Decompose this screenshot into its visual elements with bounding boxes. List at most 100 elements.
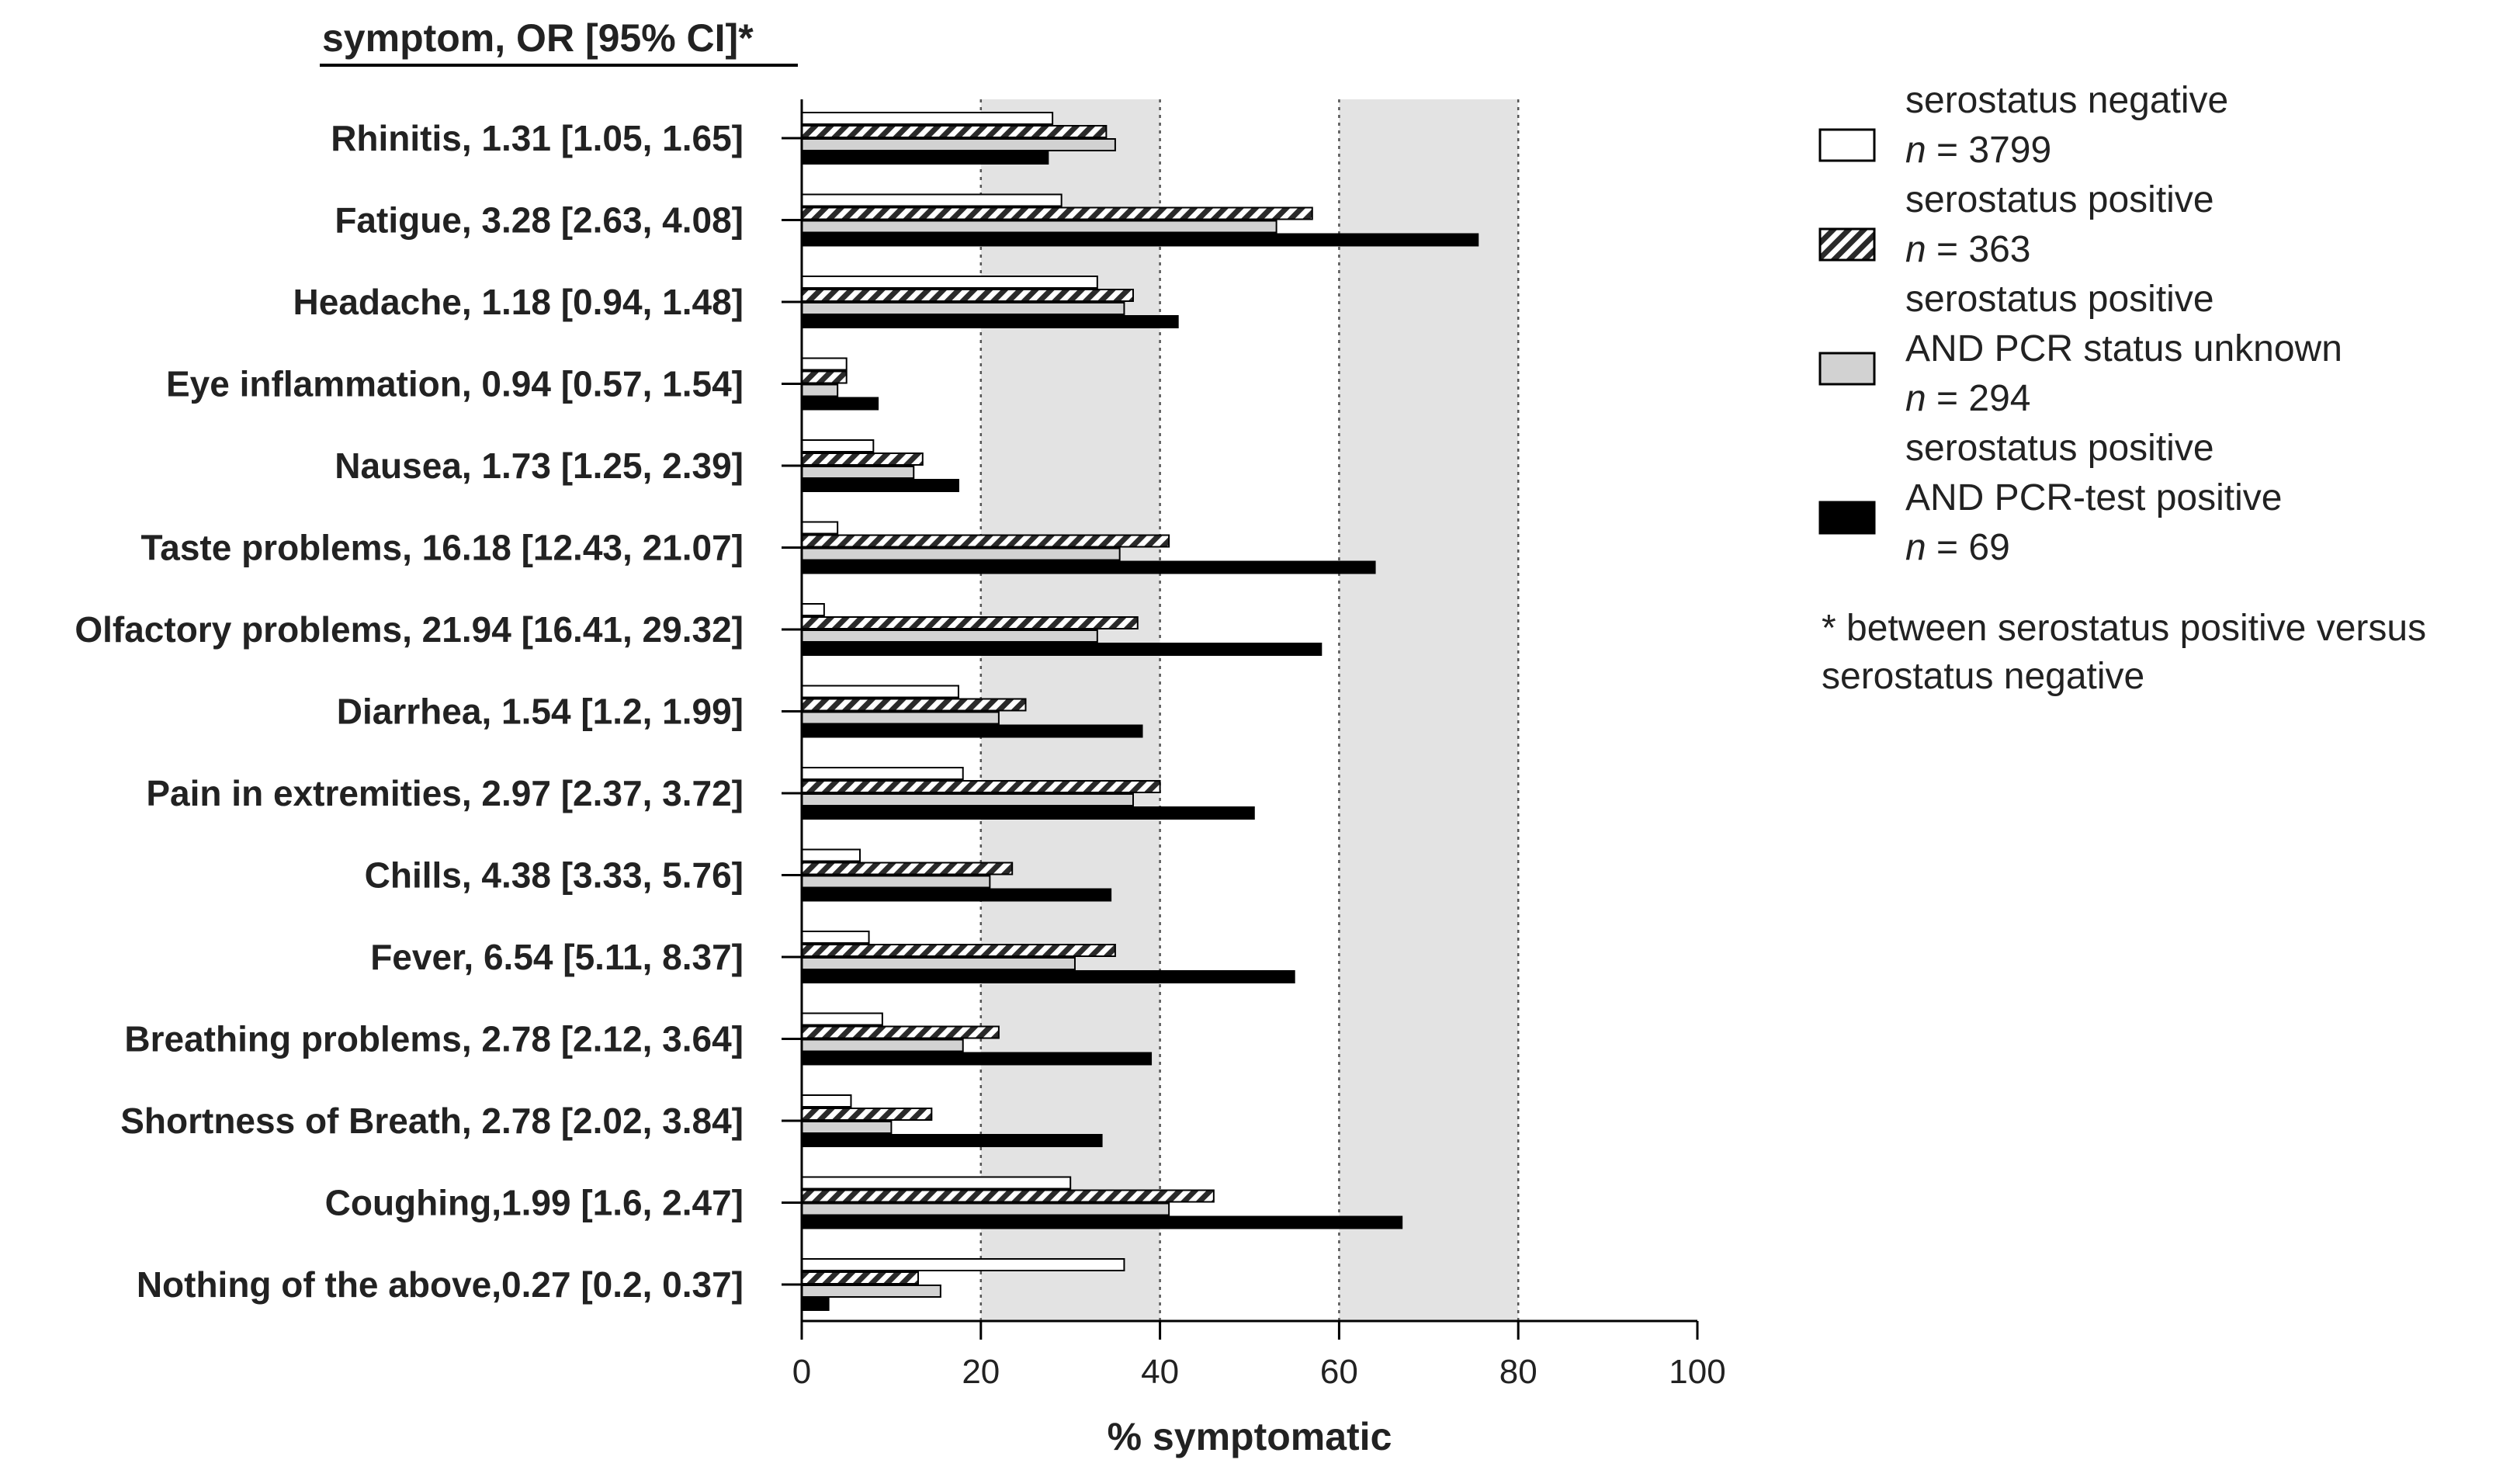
x-tick-label: 0: [792, 1353, 811, 1391]
header-title: symptom, OR [95% CI]*: [322, 16, 754, 60]
bar-black: [801, 1215, 1403, 1229]
bar-hatched: [801, 944, 1116, 957]
bar-gray: [801, 547, 1121, 561]
bar-hatched: [801, 1108, 933, 1121]
bar-black: [801, 724, 1143, 738]
category-label: Headache, 1.18 [0.94, 1.48]: [293, 282, 744, 322]
category-label: Rhinitis, 1.31 [1.05, 1.65]: [331, 118, 744, 158]
bar-gray: [801, 793, 1134, 806]
legend-swatch-hatched: [1818, 227, 1876, 262]
bar-black: [801, 1134, 1103, 1147]
bar-hatched: [801, 289, 1134, 302]
bar-gray: [801, 1038, 964, 1052]
bar-white: [801, 685, 959, 699]
bar-white: [801, 357, 848, 371]
bar-gray: [801, 875, 991, 889]
bar-black: [801, 970, 1295, 983]
bar-hatched: [801, 1271, 920, 1285]
legend-count-symbol: n: [1905, 130, 1926, 171]
bar-hatched: [801, 370, 848, 384]
bar-hatched: [801, 1189, 1215, 1203]
category-label: Nothing of the above,0.27 [0.2, 0.37]: [137, 1264, 744, 1305]
category-label: Diarrhea, 1.54 [1.2, 1.99]: [337, 692, 744, 732]
legend-count-symbol: n: [1905, 378, 1926, 419]
bar-gray: [801, 711, 1000, 725]
bar-white: [801, 112, 1054, 125]
bar-gray: [801, 383, 839, 397]
bar-white: [801, 603, 825, 616]
legend-count-value: = 3799: [1926, 130, 2051, 171]
bar-hatched: [801, 780, 1161, 793]
bar-hatched: [801, 206, 1313, 220]
legend-count: n = 294: [1905, 378, 2031, 419]
bar-hatched: [801, 534, 1170, 548]
legend-label: serostatus negative: [1905, 80, 2228, 121]
bar-gray: [801, 220, 1277, 234]
bar-black: [801, 233, 1479, 247]
category-label: Coughing,1.99 [1.6, 2.47]: [325, 1183, 744, 1223]
bar-hatched: [801, 616, 1139, 629]
bar-white: [801, 439, 875, 452]
bar-black: [801, 560, 1376, 574]
bar-hatched: [801, 125, 1108, 138]
bar-hatched: [801, 862, 1014, 875]
bar-white: [801, 931, 870, 944]
legend-count-symbol: n: [1905, 229, 1926, 270]
category-label: Fatigue, 3.28 [2.63, 4.08]: [335, 200, 744, 241]
bar-black: [801, 397, 879, 411]
x-axis-title: % symptomatic: [1108, 1415, 1392, 1458]
category-label: Fever, 6.54 [5.11, 8.37]: [370, 937, 744, 977]
bar-gray: [801, 138, 1116, 151]
x-tick-label: 60: [1320, 1353, 1358, 1391]
bar-gray: [801, 302, 1125, 315]
bar-black: [801, 479, 959, 492]
category-label: Shortness of Breath, 2.78 [2.02, 3.84]: [120, 1101, 744, 1141]
x-tick-label: 40: [1141, 1353, 1179, 1391]
category-label: Chills, 4.38 [3.33, 5.76]: [365, 855, 744, 896]
legend-count-symbol: n: [1905, 527, 1926, 568]
bar-gray: [801, 466, 915, 479]
shaded-band: [1339, 99, 1519, 1321]
bar-black: [801, 1298, 830, 1311]
bar-gray: [801, 1285, 941, 1298]
legend-count-value: = 294: [1926, 378, 2031, 419]
legend-label: AND PCR-test positive: [1905, 477, 2282, 518]
footnote-line: serostatus negative: [1822, 656, 2144, 697]
bar-black: [801, 1052, 1153, 1066]
category-label: Breathing problems, 2.78 [2.12, 3.64]: [124, 1019, 744, 1059]
bar-black: [801, 643, 1323, 656]
legend-label: serostatus positive: [1905, 279, 2214, 320]
footnote-line: * between serostatus positive versus: [1822, 608, 2426, 649]
bar-hatched: [801, 1025, 1000, 1039]
category-label: Eye inflammation, 0.94 [0.57, 1.54]: [166, 364, 744, 404]
legend-count: n = 363: [1905, 229, 2031, 270]
legend-swatch-gray: [1818, 352, 1876, 386]
legend-count: n = 3799: [1905, 130, 2051, 171]
bar-hatched: [801, 452, 924, 466]
bar-black: [801, 888, 1112, 902]
category-label: Olfactory problems, 21.94 [16.41, 29.32]: [75, 609, 744, 650]
legend-count: n = 69: [1905, 527, 2010, 568]
bar-gray: [801, 629, 1098, 643]
bar-white: [801, 1094, 852, 1108]
bar-white: [801, 767, 964, 780]
x-tick-label: 80: [1499, 1353, 1537, 1391]
category-label: Pain in extremities, 2.97 [2.37, 3.72]: [146, 773, 744, 813]
bar-white: [801, 1176, 1072, 1190]
x-tick-label: 20: [962, 1353, 1000, 1391]
legend-swatch-black: [1818, 501, 1876, 535]
legend-count-value: = 363: [1926, 229, 2031, 270]
bar-gray: [801, 957, 1076, 970]
bar-white: [801, 1258, 1125, 1271]
x-tick-label: 100: [1669, 1353, 1725, 1391]
bar-white: [801, 1012, 883, 1026]
legend-label: serostatus positive: [1905, 428, 2214, 469]
bar-white: [801, 193, 1063, 207]
bar-white: [801, 276, 1098, 289]
bar-white: [801, 521, 839, 535]
bar-black: [801, 315, 1179, 328]
category-label: Nausea, 1.73 [1.25, 2.39]: [335, 446, 744, 486]
bar-gray: [801, 1202, 1170, 1216]
legend-count-value: = 69: [1926, 527, 2010, 568]
